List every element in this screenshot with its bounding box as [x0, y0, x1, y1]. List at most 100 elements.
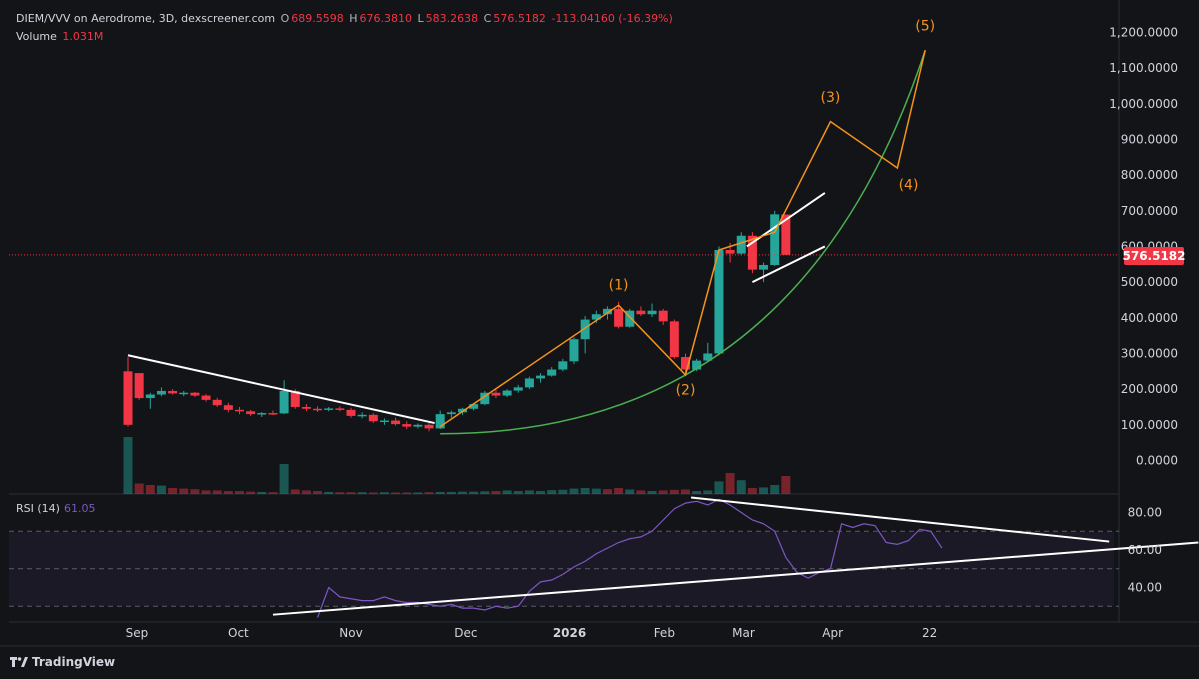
time-tick-label: Apr — [822, 626, 843, 640]
volume-bar — [279, 464, 289, 494]
volume-bar — [435, 491, 445, 494]
axes: 1,200.0000 1,100.0000 1,000.0000 900.0000 80… — [126, 25, 1178, 640]
candle-body — [669, 321, 679, 358]
descending-resistance-line — [127, 354, 435, 425]
price-tick-label: 1,000.0000 — [1109, 97, 1178, 111]
candle-body — [759, 265, 769, 270]
volume-bar — [123, 437, 133, 494]
open-label: O — [280, 12, 290, 25]
candle-body — [725, 250, 735, 254]
price-tick-label: 900.0000 — [1121, 132, 1178, 146]
rsi-label[interactable]: RSI (14) — [16, 502, 60, 515]
volume-bar — [759, 487, 769, 494]
candle-body — [469, 404, 479, 409]
volume-bar — [591, 488, 601, 494]
volume-bar — [257, 491, 267, 494]
volume-bar — [413, 492, 423, 494]
volume-bar — [156, 485, 166, 494]
symbol-title[interactable]: DIEM/VVV on Aerodrome, 3D, dexscreener.c… — [16, 12, 276, 25]
last-price-tag: 576.5182 — [1122, 247, 1186, 265]
chart-header: DIEM/VVV on Aerodrome, 3D, dexscreener.c… — [16, 12, 675, 25]
candle-body — [513, 387, 523, 391]
rsi-tick-label: 60.00 — [1128, 543, 1162, 557]
candle-body — [602, 308, 612, 315]
candle-body — [201, 395, 211, 400]
time-tick-label: Feb — [654, 626, 675, 640]
annotation-lines: (1) (2) (3) (4) (5) — [9, 19, 1119, 435]
candle-body — [591, 314, 601, 320]
volume-bar — [569, 488, 579, 494]
candle-body — [335, 408, 345, 410]
volume-bar — [201, 490, 211, 494]
time-tick-label: Nov — [339, 626, 362, 640]
candle-body — [268, 413, 278, 415]
candle-body — [625, 310, 635, 327]
volume-bar — [346, 492, 356, 494]
volume-bar — [458, 491, 467, 494]
candle-body — [446, 412, 456, 415]
candle-body — [714, 250, 724, 354]
low-value: 583.2638 — [425, 12, 479, 25]
price-tick-label: 100.0000 — [1121, 418, 1178, 432]
volume-bar — [614, 488, 624, 494]
volume-bar — [513, 491, 523, 494]
candle-body — [257, 413, 267, 415]
candle-body — [379, 420, 389, 423]
candle-body — [569, 339, 579, 362]
volume-bar — [580, 488, 590, 494]
candle-body — [279, 390, 289, 414]
rsi-pane — [9, 496, 1199, 618]
candle-body — [658, 310, 668, 322]
elliott-wave-label: (2) — [676, 383, 696, 399]
volume-bar — [747, 488, 757, 494]
candle-body — [402, 424, 412, 427]
rsi-header: RSI (14) 61.05 — [16, 502, 95, 515]
candle-body — [502, 390, 512, 396]
candle-body — [179, 392, 189, 395]
tradingview-brand[interactable]: TradingView — [10, 655, 115, 669]
candle-body — [747, 235, 757, 270]
volume-bars — [123, 437, 791, 494]
candle-body — [223, 405, 233, 410]
price-tick-label: 800.0000 — [1121, 168, 1178, 182]
volume-bar — [647, 491, 657, 494]
volume-bar — [480, 491, 490, 494]
volume-bar — [536, 491, 546, 494]
rsi-tick-label: 80.00 — [1128, 506, 1162, 520]
rsi-support-line — [272, 541, 1199, 616]
price-tick-label: 700.0000 — [1121, 204, 1178, 218]
elliott-wave-label: (1) — [609, 277, 629, 293]
volume-bar — [324, 491, 334, 494]
volume-bar — [379, 492, 389, 494]
candle-body — [647, 310, 657, 315]
volume-bar — [669, 489, 679, 494]
volume-bar — [770, 485, 780, 494]
candle-body — [168, 390, 178, 394]
candle-body — [703, 353, 713, 361]
price-tick-label: 200.0000 — [1121, 382, 1178, 396]
candle-body — [536, 375, 546, 379]
low-label: L — [417, 12, 424, 25]
change-value: -113.04160 (-16.39%) — [551, 12, 673, 25]
volume-label[interactable]: Volume — [16, 30, 57, 43]
volume-bar — [558, 489, 568, 494]
candle-body — [324, 408, 334, 410]
price-tick-label: 0.0000 — [1136, 454, 1178, 468]
time-tick-label: Oct — [228, 626, 249, 640]
volume-bar — [714, 481, 724, 494]
close-value: 576.5182 — [493, 12, 546, 25]
rsi-resistance-line — [690, 496, 1110, 543]
candle-body — [357, 414, 367, 417]
candle-body — [313, 408, 323, 411]
elliott-wave-path — [439, 50, 926, 428]
candle-body — [614, 308, 624, 327]
volume-bar — [212, 490, 222, 494]
candle-body — [301, 406, 311, 409]
candle-body — [491, 392, 501, 396]
volume-bar — [402, 492, 412, 494]
parabolic-curve — [440, 50, 926, 435]
elliott-wave-label: (5) — [915, 19, 935, 35]
candle-body — [435, 414, 445, 429]
candle-body — [368, 414, 378, 422]
